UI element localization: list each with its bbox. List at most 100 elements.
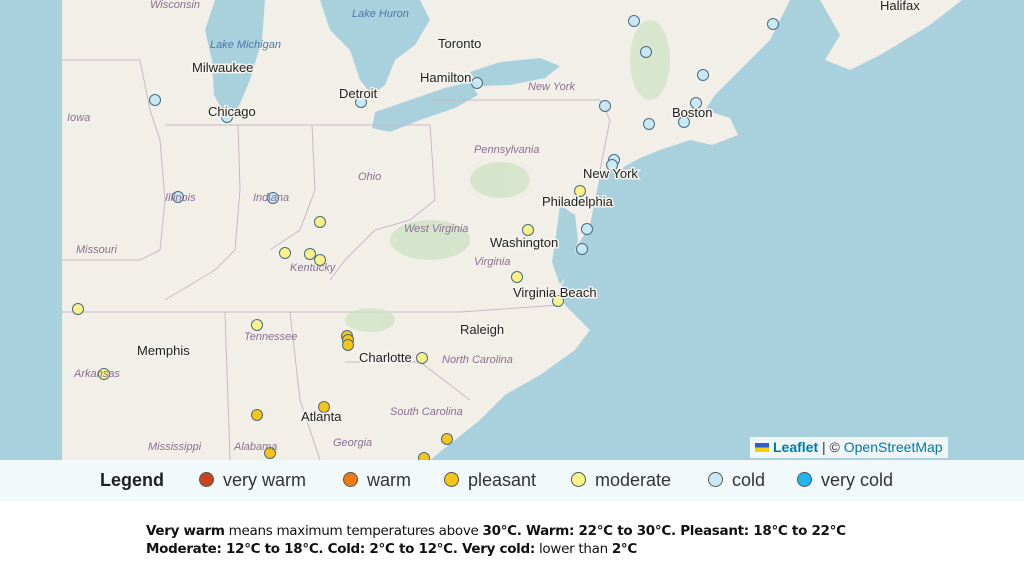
legend-swatch (571, 472, 586, 487)
map-label: Hamilton (420, 70, 471, 85)
map-label: Iowa (67, 112, 90, 124)
caption-line: Very warm means maximum temperatures abo… (146, 522, 846, 540)
map-label: Lake Huron (352, 8, 409, 20)
station-marker (418, 452, 430, 460)
map-label: Atlanta (301, 409, 342, 424)
map-label: Tennessee (244, 331, 297, 343)
map-labels: Wisconsin Lake Huron Lake Michigan Milwa… (67, 0, 922, 453)
map-label: Wisconsin (150, 0, 200, 11)
map-label: Boston (672, 105, 712, 120)
map-label: Raleigh (460, 322, 504, 337)
station-marker (471, 77, 483, 89)
station-marker (690, 97, 702, 109)
map-label: Kentucky (290, 262, 337, 274)
legend-item: cold (708, 470, 765, 491)
station-marker (98, 368, 110, 380)
lake-erie (372, 82, 478, 132)
station-marker (511, 271, 523, 283)
map-label: Halifax (880, 0, 920, 13)
station-marker (279, 247, 291, 259)
legend-item: moderate (571, 470, 671, 491)
lake-ontario (470, 58, 560, 86)
caption-text: Moderate: 12°C to 18°C. Cold: 2°C to 12°… (146, 541, 535, 557)
legend-label: pleasant (468, 470, 537, 490)
station-marker (314, 216, 326, 228)
station-marker (342, 339, 354, 351)
station-marker (441, 433, 453, 445)
station-marker (640, 46, 652, 58)
station-marker (304, 248, 316, 260)
park-patches (345, 20, 670, 332)
station-marker (172, 191, 184, 203)
caption-text: 2°C (611, 541, 637, 557)
legend-label: warm (367, 470, 411, 490)
legend-item: very cold (797, 470, 893, 491)
attribution-link[interactable]: Leaflet (773, 439, 819, 455)
legend-swatch (444, 472, 459, 487)
map-label: Chicago (208, 104, 256, 119)
map-label: Detroit (339, 86, 378, 101)
legend-label: cold (732, 470, 766, 490)
station-marker (678, 116, 690, 128)
legend: Legend very warm warm pleasant moderate cold… (0, 460, 1024, 501)
caption: Very warm means maximum temperatures abo… (146, 522, 846, 558)
map-label: Memphis (137, 343, 190, 358)
legend-label: very warm (223, 470, 307, 490)
legend-swatch (708, 472, 723, 487)
lake-huron (320, 0, 430, 95)
station-marker (576, 243, 588, 255)
caption-line: Moderate: 12°C to 18°C. Cold: 2°C to 12°… (146, 540, 846, 558)
land (820, 0, 962, 70)
map-label: North Carolina (442, 354, 513, 366)
station-marker (267, 192, 279, 204)
station-marker (581, 223, 593, 235)
legend-item: very warm (199, 470, 306, 491)
map-label: Milwaukee (192, 60, 253, 75)
station-marker (251, 319, 263, 331)
station-marker (314, 254, 326, 266)
legend-label: very cold (821, 470, 894, 490)
caption-text: lower than (534, 541, 612, 557)
legend-item: pleasant (444, 470, 536, 491)
map-label: Philadelphia (542, 194, 614, 209)
station-marker (72, 303, 84, 315)
station-marker (318, 401, 330, 413)
map-label: Washington (490, 235, 558, 250)
map: Wisconsin Lake Huron Lake Michigan Milwa… (0, 0, 1024, 460)
map-label: Ohio (358, 171, 381, 183)
station-marker (149, 94, 161, 106)
attribution-text: | © (818, 439, 844, 455)
map-label: Lake Michigan (210, 39, 281, 51)
map-label: Alabama (233, 441, 277, 453)
map-label: New York (583, 166, 638, 181)
map-label: Virginia Beach (513, 285, 597, 300)
map-label: West Virginia (404, 223, 468, 235)
legend-swatch (199, 472, 214, 487)
chesapeake (552, 205, 578, 285)
station-marker (355, 96, 367, 108)
map-label: Illinois (165, 192, 196, 204)
legend-label: moderate (595, 470, 672, 490)
station-marker (221, 111, 233, 123)
station-marker (643, 118, 655, 130)
map-label: Charlotte (359, 350, 412, 365)
flag (755, 443, 769, 452)
map-label: Indiana (253, 192, 289, 204)
markers (72, 15, 779, 460)
map-label: Georgia (333, 437, 372, 449)
station-marker (606, 159, 618, 171)
station-marker (628, 15, 640, 27)
station-marker (552, 295, 564, 307)
attribution: Leaflet | © OpenStreetMap (750, 437, 948, 458)
station-marker (697, 69, 709, 81)
map-label: Missouri (76, 244, 118, 256)
map-label: South Carolina (390, 406, 463, 418)
caption-text: means maximum temperatures above (224, 523, 483, 539)
map-label: New York (528, 81, 575, 93)
station-marker (599, 100, 611, 112)
map-label: Toronto (438, 36, 481, 51)
map-label: Mississippi (148, 441, 202, 453)
map-label: Pennsylvania (474, 144, 539, 156)
attribution-link[interactable]: OpenStreetMap (843, 439, 943, 455)
